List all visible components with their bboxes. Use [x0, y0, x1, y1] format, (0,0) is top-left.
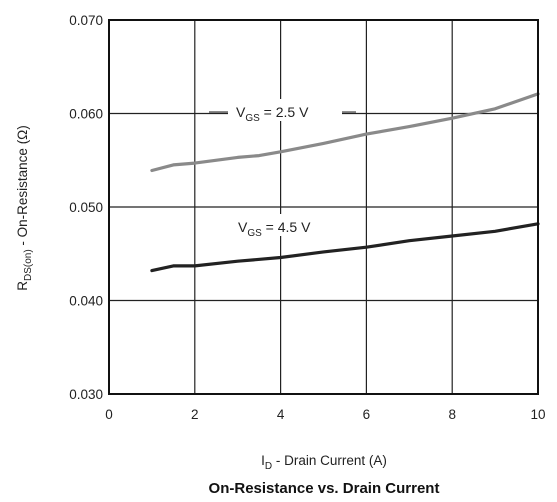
- series-label-4p5v-rest: = 4.5 V: [262, 219, 311, 235]
- x-tick-label: 4: [277, 407, 285, 422]
- x-axis-label: ID - Drain Current (A): [261, 453, 387, 472]
- series-label-2p5v-main: V: [236, 104, 246, 120]
- series-label-2p5v-background: [228, 99, 342, 121]
- x-axis-label-sub: D: [265, 461, 272, 472]
- y-axis-label-main: R: [15, 281, 30, 291]
- series-label-4p5v-main: V: [238, 219, 248, 235]
- x-tick-label: 6: [363, 407, 371, 422]
- grid-lines: [109, 20, 538, 394]
- y-tick-label: 0.030: [69, 387, 103, 402]
- plot-frame: [108, 19, 539, 395]
- series-line-vgs-2p5v: [150, 92, 540, 173]
- y-tick-labels: 0.030 0.040 0.050 0.060 0.070: [69, 13, 103, 402]
- series-label-2p5v: VGS = 2.5 V: [236, 104, 309, 124]
- x-axis-label-main: I: [261, 453, 265, 468]
- y-tick-label: 0.050: [69, 200, 103, 215]
- series-label-4p5v-sub: GS: [247, 228, 262, 239]
- series-line-vgs-4p5v: [150, 222, 540, 273]
- x-axis-label-rest: - Drain Current (A): [272, 453, 387, 468]
- y-tick-label: 0.070: [69, 13, 103, 28]
- chart-title: On-Resistance vs. Drain Current: [209, 480, 440, 497]
- x-tick-label: 10: [530, 407, 545, 422]
- y-axis-label: RDS(on) - On-Resistance (Ω): [15, 125, 34, 291]
- x-tick-label: 8: [448, 407, 456, 422]
- series-lines: [150, 92, 540, 273]
- x-tick-label: 0: [105, 407, 113, 422]
- x-tick-label: 2: [191, 407, 199, 422]
- series-label-2p5v-sub: GS: [245, 113, 260, 124]
- y-axis-label-sub: DS(on): [23, 249, 34, 281]
- y-tick-label: 0.040: [69, 294, 103, 309]
- series-label-2p5v-rest: = 2.5 V: [260, 104, 309, 120]
- y-tick-label: 0.060: [69, 107, 103, 122]
- x-tick-labels: 0 2 4 6 8 10: [105, 407, 545, 422]
- series-label-4p5v: VGS = 4.5 V: [238, 219, 311, 239]
- series-label-4p5v-background: [232, 214, 340, 236]
- y-axis-label-rest: - On-Resistance (Ω): [15, 125, 30, 249]
